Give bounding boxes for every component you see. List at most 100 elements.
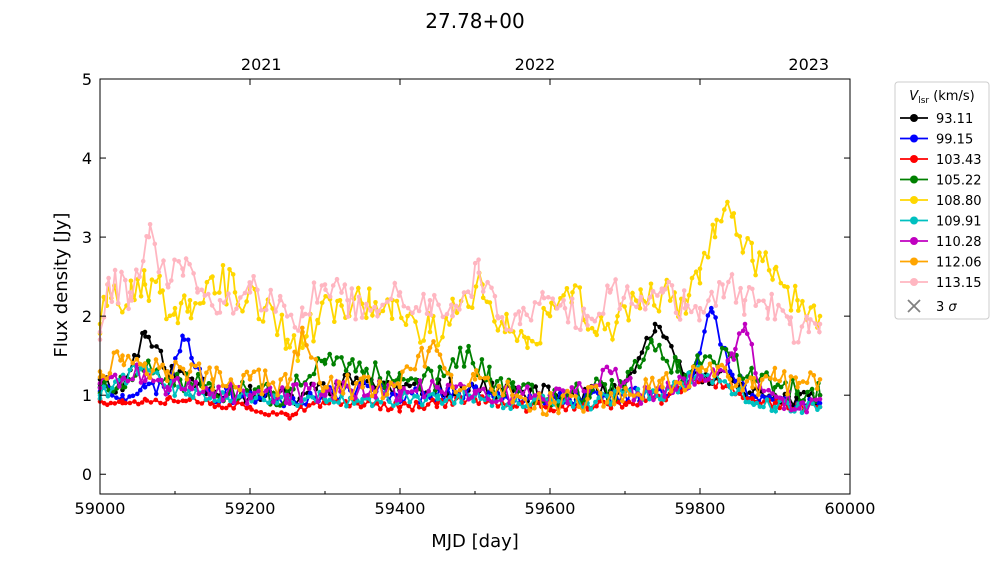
legend-marker [910,114,918,122]
data-point [410,408,415,413]
data-point [279,410,284,415]
data-point [804,314,809,319]
data-point [126,306,131,312]
data-point [287,401,293,407]
data-point [123,277,128,283]
data-point [447,322,452,327]
data-point [311,371,317,377]
data-point [210,377,215,382]
data-point [388,296,394,302]
data-point [479,357,485,362]
data-point [146,381,152,387]
data-point [435,385,440,390]
data-point [195,399,200,405]
data-point [593,384,599,389]
data-point [792,407,797,412]
legend-entries: 93.11 99.15 103.43 105.22 108.80 109.91 110.28… [900,112,982,291]
data-point [146,358,151,364]
data-point [706,376,711,382]
data-point [773,264,779,270]
data-point [206,381,212,386]
data-point [172,393,177,398]
data-point [349,395,355,401]
data-point [220,263,226,268]
data-point [344,403,349,409]
data-point [753,371,758,376]
data-point [731,357,737,362]
data-point [626,318,631,323]
data-point [657,324,662,330]
data-point [673,310,679,316]
data-point [142,282,148,287]
data-point [147,375,153,381]
data-point [655,293,660,298]
data-point [300,329,305,335]
data-point [714,217,719,223]
data-point [472,260,478,266]
data-point [407,383,412,389]
data-point [804,380,810,386]
data-point [366,374,371,380]
data-point [175,320,181,326]
data-point [470,360,476,366]
legend-marker [910,237,918,245]
data-point [158,348,164,354]
data-point [373,300,378,305]
data-point [600,311,606,317]
data-point [466,304,471,310]
data-point [563,407,569,413]
data-point [598,391,603,396]
data-point [499,315,505,320]
data-point [547,313,553,319]
data-point [369,403,375,409]
data-point [427,298,433,303]
data-point [376,308,381,314]
data-point [654,389,659,394]
data-point [717,280,722,285]
data-point [173,359,178,365]
data-point [540,290,545,295]
data-point [306,386,312,392]
data-point [302,408,307,413]
data-point [176,259,181,264]
data-point [274,400,280,406]
data-point [395,381,401,386]
data-point [410,310,415,316]
data-point [517,321,523,327]
data-point [428,312,434,318]
data-point [817,404,823,410]
data-point [127,400,133,406]
data-point [769,408,775,414]
data-point [721,295,726,300]
data-point [253,409,259,414]
data-point [528,395,533,401]
data-point [657,342,662,348]
data-point [643,307,648,312]
data-point [440,334,445,340]
legend-label: 112.06 [936,256,982,271]
data-point [121,375,126,381]
data-point [399,315,404,321]
data-point [161,258,166,264]
data-point [210,274,215,279]
data-point [445,382,451,388]
data-point [457,388,463,393]
data-point [638,294,644,300]
data-point [123,400,128,406]
data-point [345,372,350,378]
data-point [778,280,784,286]
data-point [435,396,440,402]
data-point [697,266,703,272]
data-point [322,282,328,287]
data-point [207,392,212,397]
data-point [469,294,475,300]
data-point [109,385,115,391]
data-point [279,312,285,318]
data-point [389,316,395,322]
data-point [788,308,794,313]
data-point [183,398,189,404]
data-point [478,396,484,402]
data-point [489,285,494,291]
data-point [181,337,187,342]
data-point [397,404,403,410]
